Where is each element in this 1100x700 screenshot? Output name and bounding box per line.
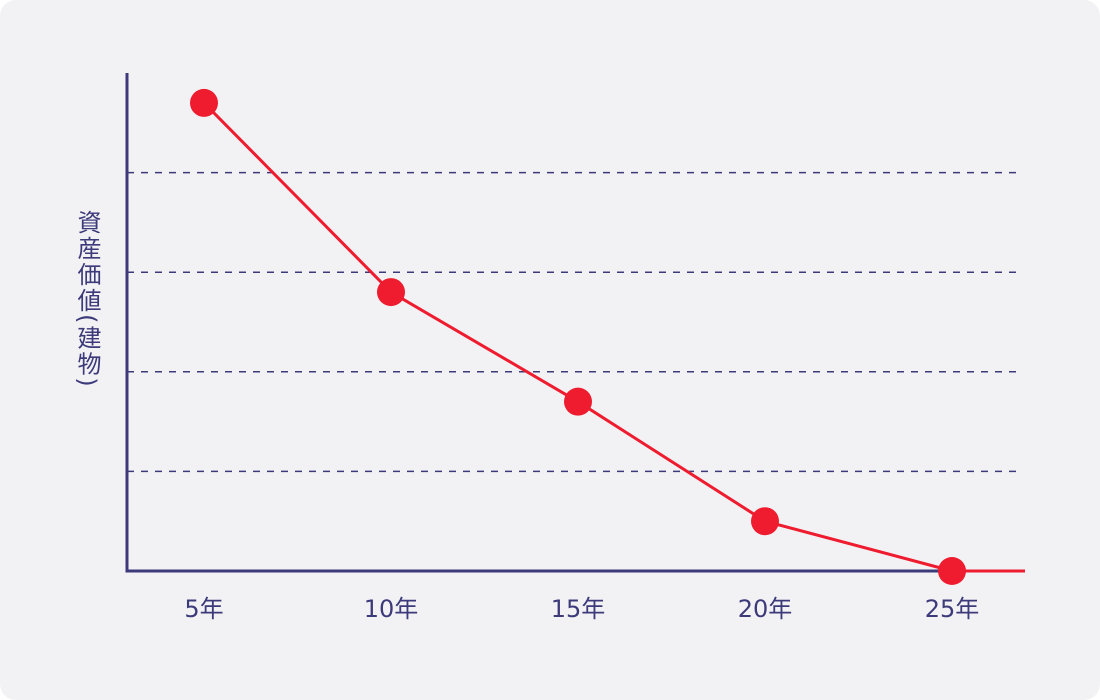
y-axis-label: 資産価値(建物) (73, 210, 101, 389)
x-tick-label: 15年 (551, 595, 606, 623)
data-point (190, 88, 218, 117)
data-point (938, 557, 966, 585)
data-point (377, 278, 405, 307)
x-tick-label: 25年 (925, 595, 980, 623)
x-tick-label: 5年 (184, 595, 223, 623)
data-point (564, 387, 592, 416)
x-tick-label: 10年 (364, 595, 419, 623)
x-tick-label: 20年 (738, 595, 793, 623)
data-point (751, 507, 779, 536)
